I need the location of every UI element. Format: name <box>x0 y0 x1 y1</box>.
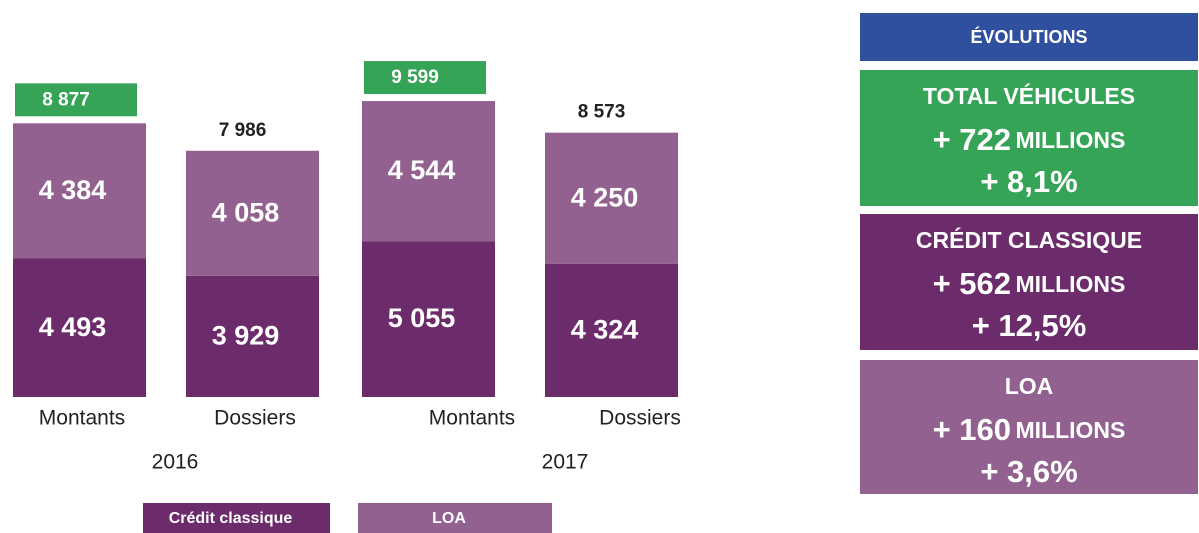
total-label: 8 877 <box>42 89 90 110</box>
total-box <box>364 61 486 95</box>
value-label: 4 058 <box>212 197 280 227</box>
total-label: 8 573 <box>578 102 626 123</box>
bar-segment <box>545 263 678 397</box>
group-label: 2017 <box>542 451 589 474</box>
value-label: 4 384 <box>39 175 107 205</box>
unit: MILLIONS <box>1016 271 1126 297</box>
panel-pct: + 3,6% <box>980 454 1077 489</box>
panel <box>860 360 1198 494</box>
value-label: 4 324 <box>571 314 639 344</box>
bar-segment <box>362 241 495 397</box>
amount: + 562 <box>933 266 1011 301</box>
value-label: 5 055 <box>388 303 456 333</box>
x-tick-label: Dossiers <box>214 407 296 430</box>
x-tick-label: Montants <box>39 407 125 430</box>
value-label: 4 544 <box>388 155 456 185</box>
group-label: 2016 <box>152 451 199 474</box>
panel-header <box>860 13 1198 61</box>
unit: MILLIONS <box>1016 127 1126 153</box>
unit: MILLIONS <box>1016 417 1126 443</box>
panel-heading: TOTAL VÉHICULES <box>923 82 1135 109</box>
legend-swatch <box>358 503 552 533</box>
panel-amount: + 562 MILLIONS <box>933 266 1126 301</box>
legend-swatch <box>143 503 330 533</box>
x-tick-label: Montants <box>429 407 515 430</box>
amount: + 722 <box>933 122 1011 157</box>
legend-label: LOA <box>432 510 466 527</box>
panel-heading: CRÉDIT CLASSIQUE <box>916 226 1142 253</box>
panel-pct: + 12,5% <box>972 308 1087 343</box>
panel <box>860 214 1198 350</box>
bar-segment <box>545 132 678 264</box>
value-label: 3 929 <box>212 321 280 351</box>
panel-pct: + 8,1% <box>980 164 1077 199</box>
panel <box>860 70 1198 206</box>
panel-amount: + 160 MILLIONS <box>933 412 1126 447</box>
bar-segment <box>13 123 146 259</box>
total-box <box>15 83 137 117</box>
panel-title: ÉVOLUTIONS <box>970 26 1087 47</box>
x-tick-label: Dossiers <box>599 407 681 430</box>
total-label: 7 986 <box>219 120 267 141</box>
value-label: 4 493 <box>39 312 107 342</box>
bar-segment <box>13 258 146 397</box>
amount: + 160 <box>933 412 1011 447</box>
panel-amount: + 722 MILLIONS <box>933 122 1126 157</box>
panel-heading: LOA <box>1005 373 1054 399</box>
total-label: 9 599 <box>391 67 439 88</box>
value-label: 4 250 <box>571 182 639 212</box>
legend-label: Crédit classique <box>169 510 293 527</box>
bar-segment <box>362 101 495 242</box>
bar-segment <box>186 150 319 276</box>
bar-segment <box>186 275 319 397</box>
